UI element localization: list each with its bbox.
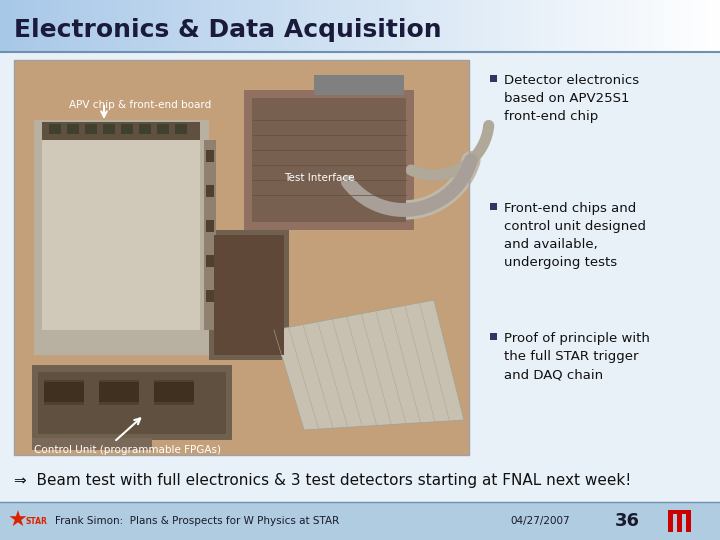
Bar [490,203,497,210]
Bar [252,98,406,222]
Text: Electronics & Data Acquisition: Electronics & Data Acquisition [14,18,441,42]
Bar [32,438,152,450]
Text: ★: ★ [8,511,28,531]
Text: Test Interface: Test Interface [284,173,354,183]
Bar [206,185,214,197]
Bar [677,510,682,532]
Text: Frank Simon:  Plans & Prospects for W Physics at STAR: Frank Simon: Plans & Prospects for W Phy… [55,516,339,526]
Bar [14,60,469,455]
Text: ⇒  Beam test with full electronics & 3 test detectors starting at FNAL next week: ⇒ Beam test with full electronics & 3 te… [14,472,631,488]
Bar [85,124,97,134]
Bar [38,372,226,434]
Text: 36: 36 [615,512,640,530]
Bar [0,52,720,502]
Text: Control Unit (programmable FPGAs): Control Unit (programmable FPGAs) [34,445,221,455]
Bar [67,124,79,134]
Text: Proof of principle with
the full STAR trigger
and DAQ chain: Proof of principle with the full STAR tr… [504,332,650,381]
Bar [668,510,691,514]
Bar [32,365,232,440]
Bar [686,510,691,532]
Bar [14,60,469,455]
Bar [42,122,200,140]
Bar [204,140,216,330]
Bar [206,220,214,232]
Text: Detector electronics
based on APV25S1
front-end chip: Detector electronics based on APV25S1 fr… [504,74,639,123]
Bar [206,150,214,162]
Bar [206,290,214,302]
Bar [154,382,194,402]
Bar [139,124,151,134]
Bar [209,230,289,360]
Bar [244,90,414,230]
Bar [490,75,497,82]
Bar [34,120,209,355]
Bar [121,124,133,134]
Bar [206,255,214,267]
Bar [44,380,84,405]
Bar [14,60,469,455]
Bar [42,140,200,330]
Bar [49,124,61,134]
Polygon shape [274,300,464,430]
Bar [175,124,187,134]
Bar [99,380,139,405]
Text: STAR: STAR [25,516,47,525]
Text: APV chip & front-end board: APV chip & front-end board [69,100,211,110]
Bar [44,382,84,402]
Bar [490,333,497,340]
Bar [314,75,404,95]
Text: Front-end chips and
control unit designed
and available,
undergoing tests: Front-end chips and control unit designe… [504,202,646,269]
Bar [99,382,139,402]
Bar [668,510,673,532]
Bar [0,502,720,540]
Bar [103,124,115,134]
Bar [157,124,169,134]
Bar [154,380,194,405]
Bar [214,235,284,355]
Text: 04/27/2007: 04/27/2007 [510,516,570,526]
